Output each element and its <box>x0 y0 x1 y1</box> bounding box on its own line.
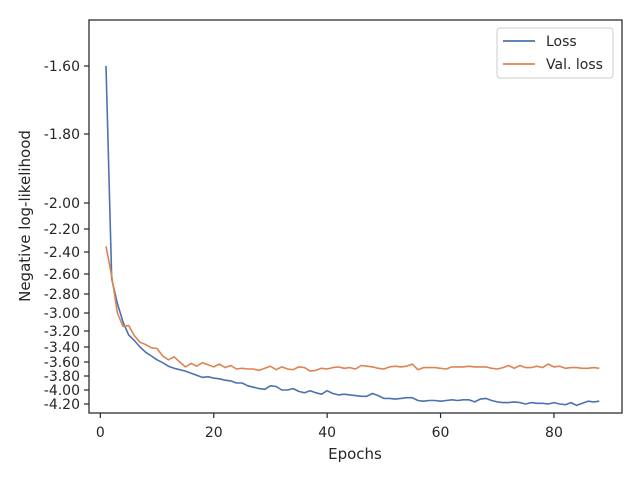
legend-label: Loss <box>546 34 577 50</box>
plot-lines <box>105 65 600 407</box>
y-axis: -1.60 -1.80 -2.00 -2.20 -2.40 -2.60 -2.80 -3.00… <box>44 59 89 413</box>
y-tick-label: -3.80 <box>44 369 80 385</box>
x-axis-label: Epochs <box>328 445 382 463</box>
y-tick-label: -1.80 <box>44 127 80 143</box>
plot-frame <box>88 19 623 414</box>
series-line-val-loss <box>105 246 600 372</box>
x-tick-label: 80 <box>545 425 563 441</box>
y-tick-label: -1.60 <box>44 59 80 75</box>
y-tick-label: -2.60 <box>44 267 80 283</box>
legend-label: Val. loss <box>546 57 603 73</box>
y-axis-label: Negative log-likelihood <box>16 130 34 302</box>
x-tick-label: 0 <box>96 425 105 441</box>
x-tick-label: 20 <box>205 425 223 441</box>
y-tick-label: -4.00 <box>44 383 80 399</box>
x-tick-label: 60 <box>432 425 450 441</box>
y-tick-label: -2.80 <box>44 287 80 303</box>
y-tick-label: -4.20 <box>44 397 80 413</box>
series-line-loss <box>105 65 600 407</box>
x-axis: 0 20 40 60 80 <box>96 413 563 441</box>
x-tick-label: 40 <box>318 425 336 441</box>
y-tick-label: -3.00 <box>44 306 80 322</box>
y-tick-label: -2.00 <box>44 196 80 212</box>
legend: Loss Val. loss <box>496 27 614 79</box>
y-tick-label: -3.40 <box>44 340 80 356</box>
y-tick-label: -2.20 <box>44 222 80 238</box>
y-tick-label: -3.60 <box>44 355 80 371</box>
y-tick-label: -3.20 <box>44 324 80 340</box>
y-tick-label: -2.40 <box>44 245 80 261</box>
